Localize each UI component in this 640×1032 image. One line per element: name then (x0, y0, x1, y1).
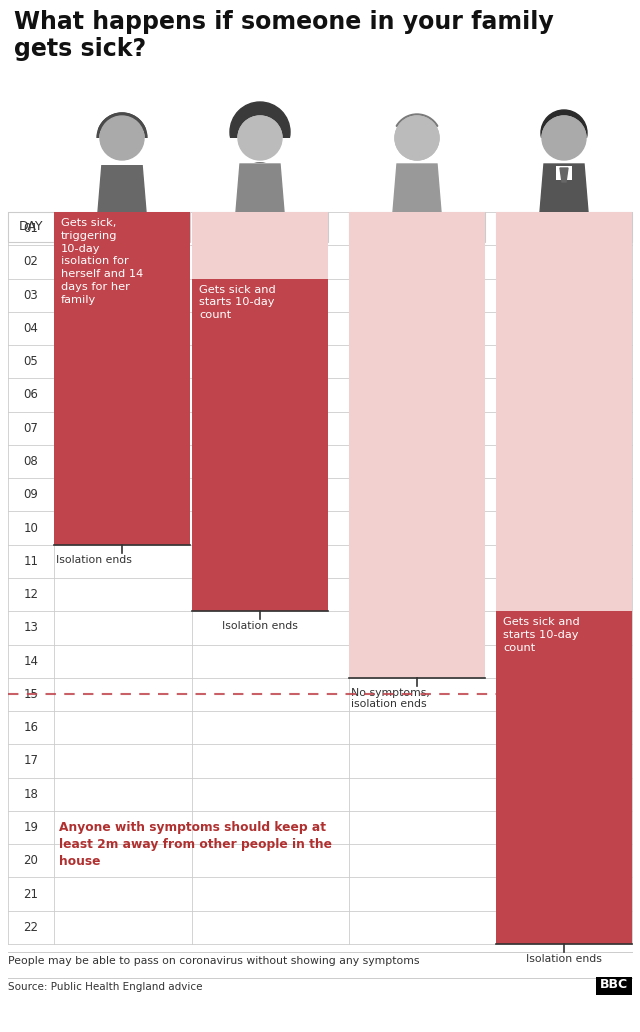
Text: Gets sick and
starts 10-day
count: Gets sick and starts 10-day count (199, 285, 276, 320)
Bar (8, 312, 632, 345)
Text: Source: Public Health England advice: Source: Public Health England advice (8, 982, 202, 992)
Bar (538, 138, 590, 162)
Bar (192, 212, 328, 279)
Wedge shape (99, 112, 145, 138)
Text: 20: 20 (24, 854, 38, 867)
Circle shape (395, 116, 439, 160)
Bar (8, 279, 632, 312)
Text: Isolation ends: Isolation ends (222, 621, 298, 632)
Bar (8, 379, 632, 412)
Text: 11: 11 (24, 555, 38, 568)
Text: Isolation ends: Isolation ends (526, 954, 602, 964)
Bar (8, 478, 632, 512)
Bar (596, 977, 632, 995)
Text: People may be able to pass on coronavirus without showing any symptoms: People may be able to pass on coronaviru… (8, 956, 419, 966)
Polygon shape (98, 164, 146, 212)
Bar (54, 212, 190, 545)
Text: 06: 06 (24, 388, 38, 401)
Circle shape (238, 116, 282, 160)
Text: 05: 05 (24, 355, 38, 368)
Text: 07: 07 (24, 422, 38, 434)
Bar (8, 844, 632, 877)
Bar (496, 212, 632, 611)
Text: CHILD 2: CHILD 2 (390, 221, 444, 233)
Text: 08: 08 (24, 455, 38, 469)
Text: 15: 15 (24, 688, 38, 701)
Polygon shape (236, 164, 284, 212)
Bar (8, 445, 632, 478)
Bar (8, 412, 632, 445)
Bar (8, 645, 632, 678)
Text: 17: 17 (24, 754, 38, 768)
Text: 14: 14 (24, 654, 38, 668)
Circle shape (230, 102, 290, 162)
Bar (8, 345, 632, 379)
Circle shape (97, 112, 147, 163)
Text: MUM: MUM (106, 221, 138, 233)
Text: 01: 01 (24, 222, 38, 235)
Bar (8, 877, 632, 910)
Polygon shape (540, 164, 588, 212)
Bar (8, 611, 632, 645)
Text: 22: 22 (24, 921, 38, 934)
Text: 19: 19 (24, 821, 38, 834)
Text: 18: 18 (24, 787, 38, 801)
Bar (8, 246, 632, 279)
Bar (8, 512, 632, 545)
Text: DAY: DAY (19, 221, 44, 233)
Bar (192, 279, 328, 611)
Text: 13: 13 (24, 621, 38, 635)
Text: BBC: BBC (600, 978, 628, 992)
Bar (496, 212, 632, 241)
Bar (349, 212, 485, 241)
Bar (8, 545, 632, 578)
Bar (8, 212, 632, 246)
Text: 03: 03 (24, 289, 38, 301)
Bar (8, 910, 632, 944)
Bar (349, 212, 485, 678)
Bar (8, 578, 632, 611)
Text: 02: 02 (24, 255, 38, 268)
Text: What happens if someone in your family
gets sick?: What happens if someone in your family g… (14, 10, 554, 61)
Bar (8, 678, 632, 711)
Circle shape (101, 117, 143, 159)
Circle shape (395, 116, 439, 160)
Circle shape (541, 110, 587, 156)
Text: Gets sick,
triggering
10-day
isolation for
herself and 14
days for her
family: Gets sick, triggering 10-day isolation f… (61, 218, 143, 304)
Bar (192, 212, 328, 241)
Text: 12: 12 (24, 588, 38, 601)
Bar (8, 744, 632, 778)
Circle shape (542, 116, 586, 160)
Text: 04: 04 (24, 322, 38, 335)
Bar (226, 138, 294, 162)
Bar (8, 811, 632, 844)
Text: CHILD 1: CHILD 1 (234, 221, 287, 233)
Bar (54, 212, 190, 241)
Polygon shape (560, 168, 568, 182)
Text: 16: 16 (24, 721, 38, 734)
Circle shape (100, 116, 144, 160)
Bar (95, 138, 149, 165)
Text: Gets sick and
starts 10-day
count: Gets sick and starts 10-day count (503, 617, 580, 653)
Text: 21: 21 (24, 888, 38, 901)
Bar (556, 166, 572, 180)
Bar (8, 778, 632, 811)
Text: No symptoms,
isolation ends: No symptoms, isolation ends (351, 687, 430, 709)
Text: Isolation ends: Isolation ends (56, 555, 132, 565)
Circle shape (542, 116, 586, 160)
Circle shape (100, 116, 144, 160)
Circle shape (100, 116, 144, 160)
Text: DAD: DAD (549, 221, 579, 233)
Polygon shape (393, 164, 441, 212)
Wedge shape (396, 114, 438, 138)
Bar (496, 611, 632, 944)
Bar (8, 212, 54, 241)
Text: 10: 10 (24, 521, 38, 535)
Bar (8, 711, 632, 744)
Text: Anyone with symptoms should keep at
least 2m away from other people in the
house: Anyone with symptoms should keep at leas… (59, 820, 332, 868)
Circle shape (238, 116, 282, 160)
Text: 09: 09 (24, 488, 38, 502)
